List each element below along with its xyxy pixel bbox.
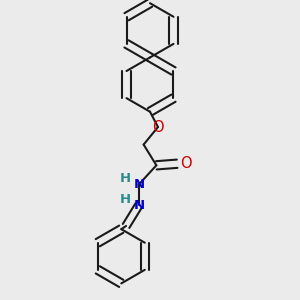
- Text: O: O: [152, 119, 164, 134]
- Text: O: O: [180, 156, 192, 171]
- Text: N: N: [133, 178, 144, 191]
- Text: H: H: [120, 172, 131, 184]
- Text: H: H: [120, 193, 131, 206]
- Text: N: N: [133, 199, 144, 212]
